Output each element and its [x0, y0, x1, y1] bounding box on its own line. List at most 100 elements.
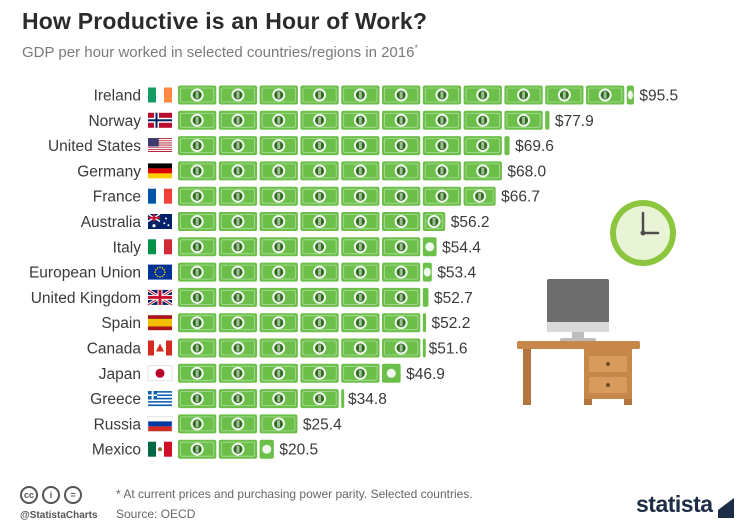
money-bill-icon	[218, 110, 258, 130]
money-bill-icon	[382, 85, 421, 105]
bar	[178, 85, 634, 105]
bar-row: Norway $77.9	[88, 110, 594, 130]
chart-rows: Ireland $95.5 Norway $77.9 United States $69.…	[29, 85, 678, 459]
money-bill-icon	[382, 186, 421, 206]
money-bill-icon	[300, 212, 339, 231]
money-bill-icon	[463, 161, 502, 181]
money-bill-icon	[259, 136, 298, 156]
category-label: Japan	[99, 366, 141, 383]
value-label: $95.5	[639, 88, 678, 105]
category-label: Spain	[101, 315, 141, 332]
money-bill-icon	[422, 161, 462, 181]
money-bill-icon	[218, 186, 258, 206]
money-bill-icon	[178, 363, 217, 383]
statista-logo[interactable]: statista	[636, 491, 713, 517]
bar	[178, 262, 432, 282]
bar	[178, 237, 437, 257]
spain-flag	[148, 315, 172, 331]
clock-icon	[610, 200, 676, 266]
source: Source: OECD	[116, 507, 196, 521]
australia-flag	[147, 213, 172, 229]
money-bill-icon	[341, 338, 380, 358]
money-bill-icon	[300, 262, 339, 282]
value-label: $53.4	[437, 265, 476, 282]
bar	[178, 389, 345, 409]
money-bill-icon	[218, 313, 258, 333]
money-bill-icon	[341, 186, 380, 206]
bar	[178, 110, 550, 130]
bar	[178, 212, 446, 231]
money-bill-icon	[422, 85, 462, 105]
bar-row: Australia $56.2	[81, 212, 490, 231]
money-bill-icon	[382, 161, 421, 181]
money-bill-partial-icon	[341, 389, 345, 409]
money-bill-icon	[178, 439, 217, 459]
money-bill-icon	[218, 85, 258, 105]
category-label: European Union	[29, 265, 141, 282]
money-bill-icon	[382, 136, 421, 156]
money-bill-icon	[341, 287, 380, 307]
bar-row: France $66.7	[93, 186, 540, 206]
bar-row: Japan $46.9	[99, 363, 445, 383]
money-bill-partial-icon	[259, 439, 274, 459]
money-bill-icon	[259, 85, 298, 105]
money-bill-icon	[341, 262, 380, 282]
money-bill-icon	[218, 389, 258, 409]
attribution-icon[interactable]: i	[42, 486, 60, 504]
creative-commons-icon[interactable]: cc	[20, 486, 38, 504]
money-bill-icon	[218, 161, 258, 181]
value-label: $25.4	[303, 416, 342, 433]
money-bill-icon	[218, 338, 258, 358]
france-flag	[148, 188, 172, 204]
money-bill-icon	[259, 186, 298, 206]
money-bill-partial-icon	[422, 212, 446, 231]
money-bill-icon	[178, 212, 217, 231]
money-bill-icon	[463, 136, 502, 156]
value-label: $66.7	[501, 189, 540, 206]
value-label: $77.9	[555, 113, 594, 130]
money-bill-icon	[382, 262, 421, 282]
money-bill-icon	[178, 414, 217, 434]
money-bill-icon	[422, 136, 462, 156]
no-derivatives-icon[interactable]: =	[64, 486, 82, 504]
bar-row: Ireland $95.5	[94, 85, 678, 105]
value-label: $51.6	[429, 341, 468, 358]
money-bill-icon	[300, 186, 339, 206]
money-bill-partial-icon	[463, 186, 496, 206]
norway-flag	[148, 112, 172, 128]
money-bill-icon	[463, 110, 502, 130]
money-bill-icon	[300, 363, 339, 383]
money-bill-icon	[178, 110, 217, 130]
money-bill-icon	[259, 237, 298, 257]
category-label: Australia	[81, 214, 142, 231]
money-bill-icon	[300, 161, 339, 181]
twitter-handle[interactable]: @StatistaCharts	[20, 510, 98, 521]
money-bill-icon	[259, 338, 298, 358]
category-label: Norway	[88, 113, 141, 130]
money-bill-partial-icon	[259, 414, 298, 434]
chart-title: How Productive is an Hour of Work?	[22, 8, 428, 34]
money-bill-icon	[178, 237, 217, 257]
money-bill-icon	[178, 389, 217, 409]
greece-flag	[148, 391, 172, 407]
bar-row: Italy $54.4	[113, 237, 481, 257]
money-bill-partial-icon	[422, 313, 427, 333]
chart-subtitle: GDP per hour worked in selected countrie…	[22, 43, 418, 61]
money-bill-icon	[218, 414, 258, 434]
category-label: Mexico	[92, 442, 141, 459]
category-label: France	[93, 189, 141, 206]
category-label: Germany	[77, 163, 141, 180]
mexico-flag	[148, 441, 172, 457]
money-bill-icon	[178, 338, 217, 358]
money-bill-icon	[504, 85, 543, 105]
bar	[178, 414, 298, 434]
money-bill-icon	[341, 161, 380, 181]
money-bill-icon	[463, 85, 502, 105]
money-bill-icon	[300, 237, 339, 257]
italy-flag	[148, 239, 172, 255]
desk-icon	[517, 279, 640, 405]
money-bill-icon	[382, 212, 421, 231]
bar	[178, 287, 429, 307]
money-bill-icon	[586, 85, 625, 105]
russia-flag	[147, 416, 173, 432]
